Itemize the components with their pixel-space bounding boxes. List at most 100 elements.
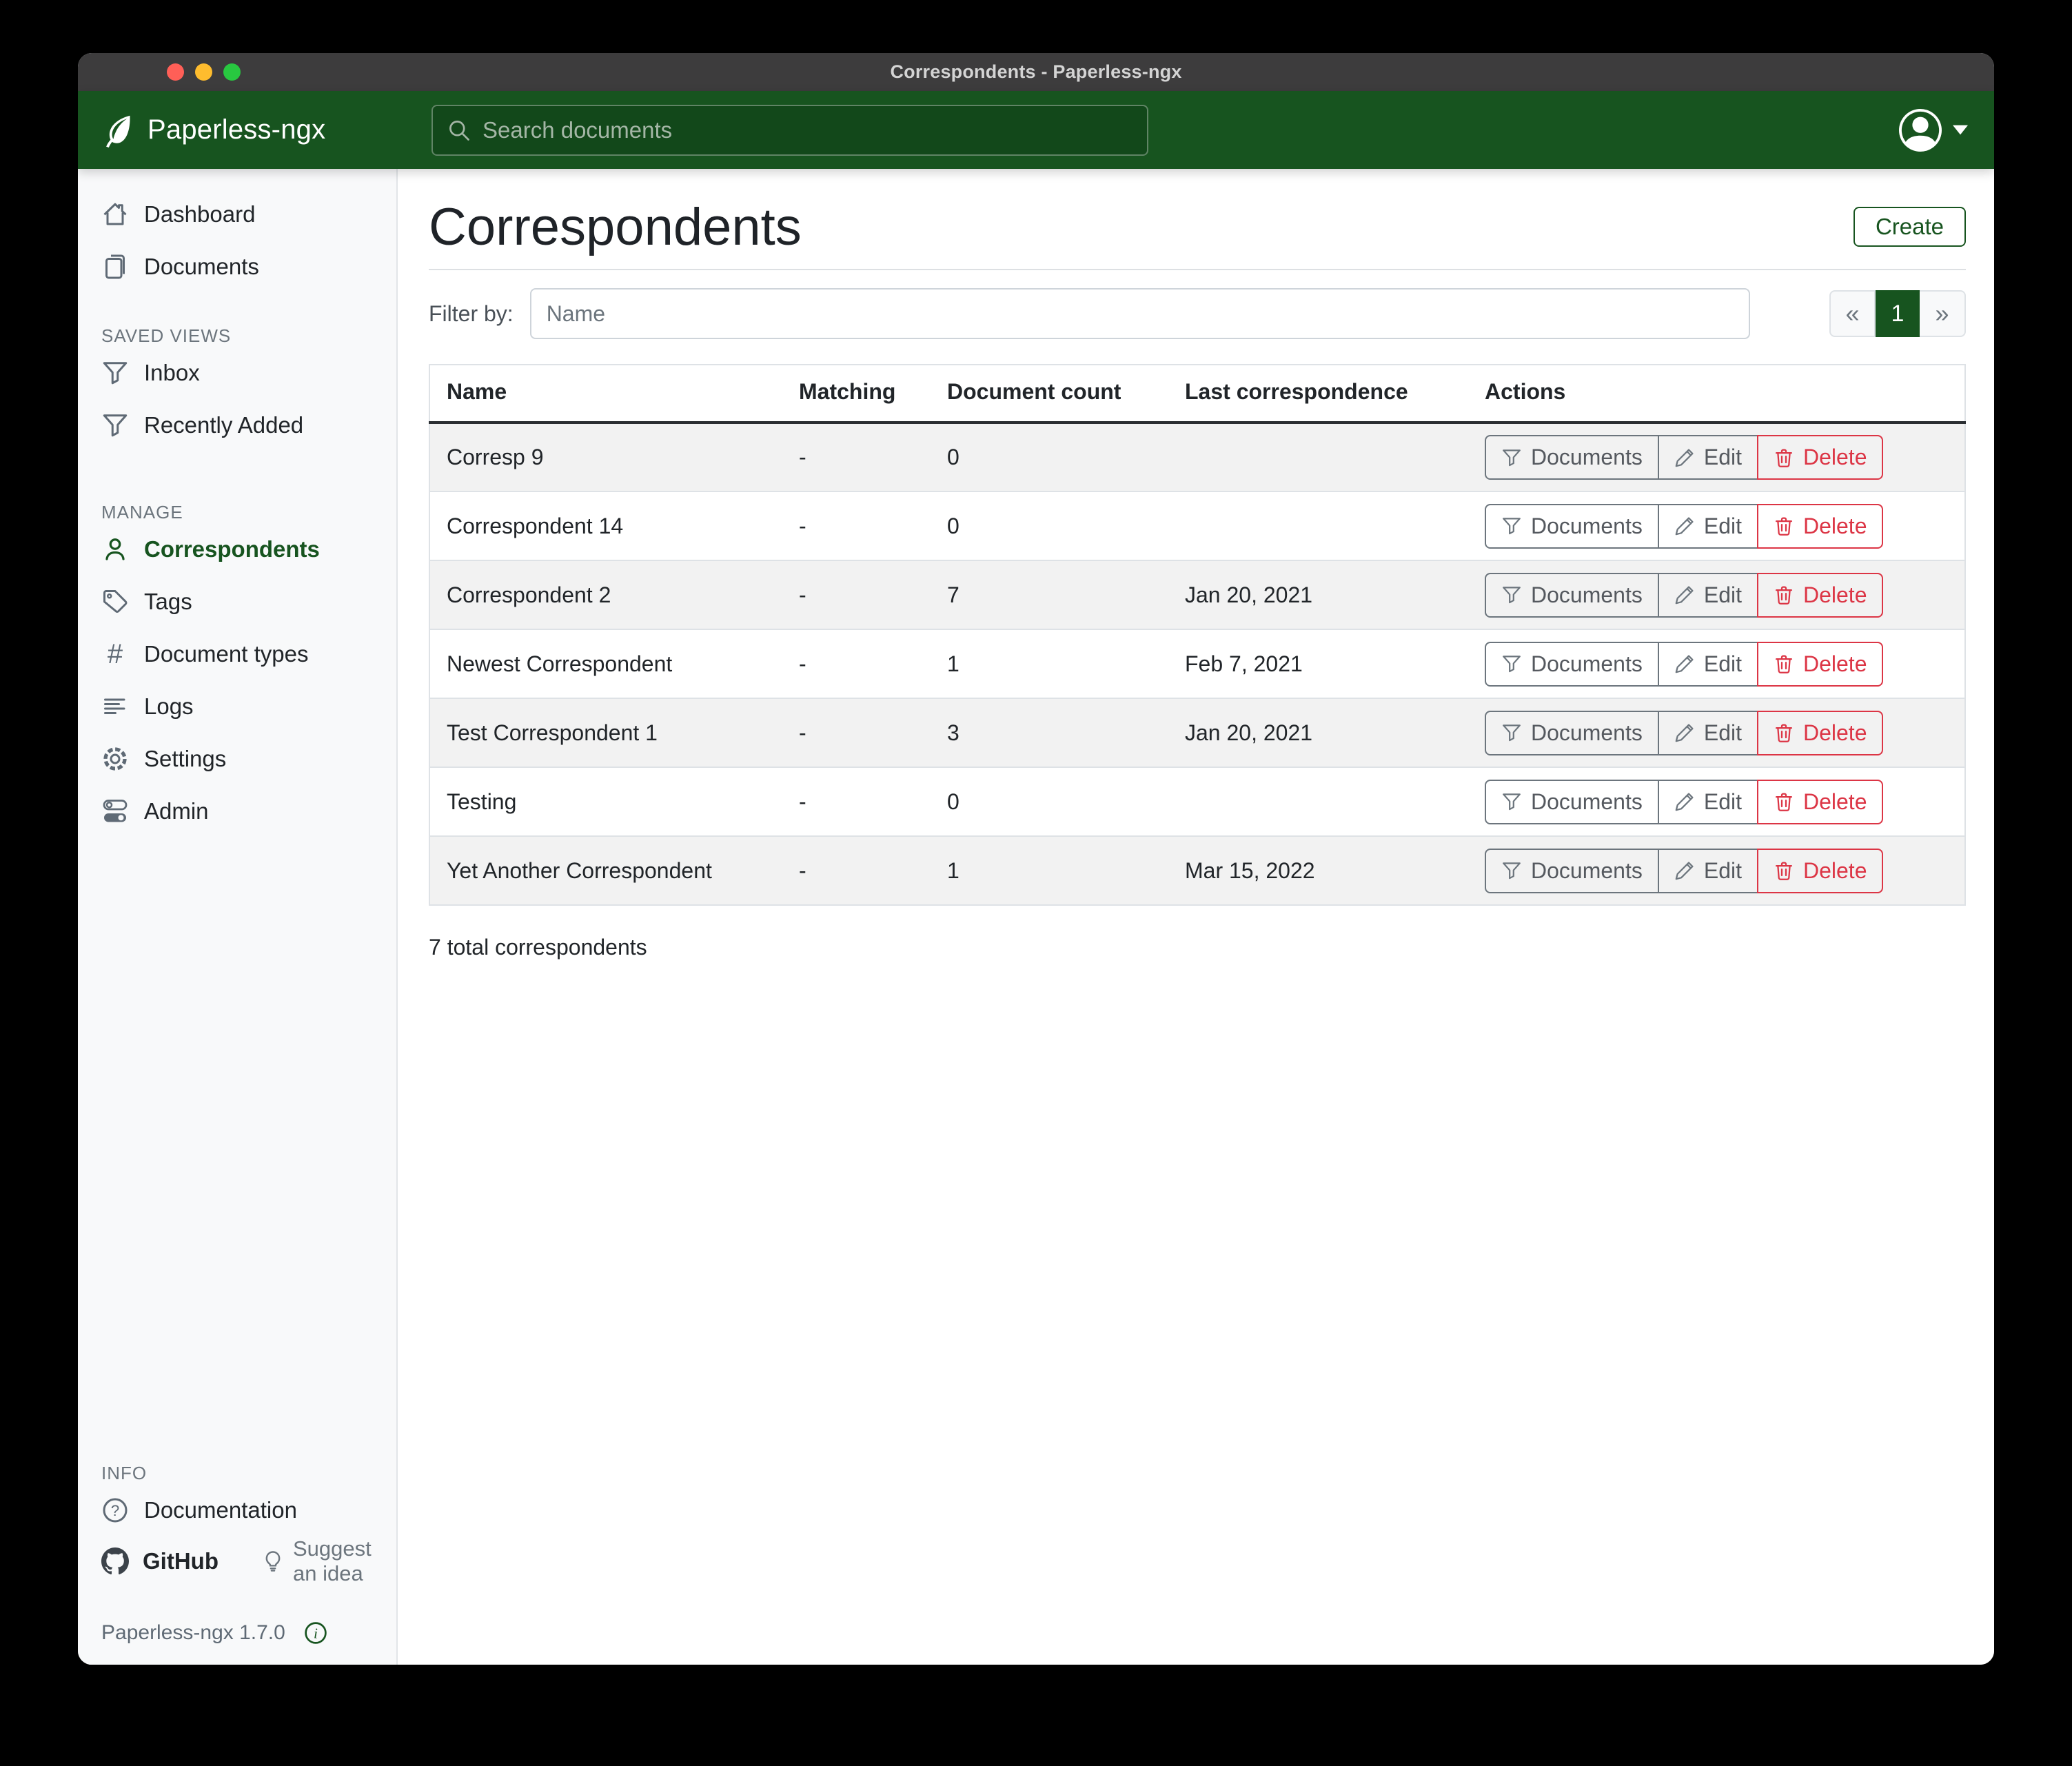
global-search[interactable] <box>431 104 1148 156</box>
delete-button[interactable]: Delete <box>1756 435 1884 480</box>
cell-last-correspondence <box>1168 423 1468 491</box>
edit-button[interactable]: Edit <box>1657 779 1758 824</box>
sidebar-item-dashboard[interactable]: Dashboard <box>78 188 396 241</box>
user-menu[interactable] <box>1899 108 1968 152</box>
documents-button[interactable]: Documents <box>1485 572 1659 618</box>
search-icon <box>447 118 471 143</box>
create-button[interactable]: Create <box>1853 207 1966 247</box>
documents-button[interactable]: Documents <box>1485 779 1659 824</box>
documents-button[interactable]: Documents <box>1485 503 1659 549</box>
svg-text:?: ? <box>111 1502 120 1519</box>
edit-button[interactable]: Edit <box>1657 710 1758 755</box>
delete-button[interactable]: Delete <box>1756 848 1884 893</box>
info-circle-icon[interactable]: i <box>303 1621 328 1645</box>
sidebar-item-label: Recently Added <box>144 412 304 438</box>
github-icon <box>101 1547 129 1575</box>
sidebar: Dashboard Documents SAVED VIEWS Inbox <box>78 169 398 1665</box>
sidebar-section-manage: MANAGE <box>101 501 183 522</box>
app-header: Paperless-ngx <box>78 91 1994 169</box>
cell-document-count: 0 <box>947 513 959 538</box>
sidebar-item-correspondents[interactable]: Correspondents <box>78 523 396 576</box>
page-title: Correspondents <box>429 198 802 256</box>
divider <box>429 269 1966 270</box>
sidebar-item-github[interactable]: GitHub <box>78 1547 219 1575</box>
delete-button[interactable]: Delete <box>1756 779 1884 824</box>
edit-button[interactable]: Edit <box>1657 848 1758 893</box>
toggles-icon <box>101 798 129 825</box>
documents-button[interactable]: Documents <box>1485 710 1659 755</box>
close-window-button[interactable] <box>167 63 184 81</box>
sidebar-item-label: Documents <box>144 254 259 279</box>
sidebar-item-label: Admin <box>144 798 209 824</box>
gear-icon <box>101 745 129 773</box>
delete-button[interactable]: Delete <box>1756 710 1884 755</box>
sidebar-item-logs[interactable]: Logs <box>78 680 396 733</box>
sidebar-item-inbox[interactable]: Inbox <box>78 347 396 399</box>
brand[interactable]: Paperless-ngx <box>78 113 398 148</box>
cell-last-correspondence: Jan 20, 2021 <box>1185 582 1313 607</box>
svg-text:i: i <box>314 1625 318 1642</box>
column-header-actions: Actions <box>1468 365 1965 424</box>
filter-name-input[interactable] <box>529 288 1750 339</box>
cell-document-count: 1 <box>947 857 959 883</box>
sidebar-item-label: Correspondents <box>144 536 320 562</box>
sidebar-item-label: Tags <box>144 589 192 614</box>
column-header-document-count[interactable]: Document count <box>931 365 1168 424</box>
sidebar-item-documentation[interactable]: ? Documentation <box>78 1484 396 1536</box>
app-version: Paperless-ngx 1.7.0 <box>101 1621 285 1644</box>
sidebar-item-recently-added[interactable]: Recently Added <box>78 399 396 451</box>
pagination-page-1[interactable]: 1 <box>1876 290 1920 337</box>
documents-button[interactable]: Documents <box>1485 641 1659 687</box>
home-icon <box>101 201 129 228</box>
edit-button[interactable]: Edit <box>1657 435 1758 480</box>
sidebar-item-settings[interactable]: Settings <box>78 733 396 785</box>
funnel-icon <box>101 359 129 387</box>
cell-document-count: 3 <box>947 720 959 745</box>
table-row: Correspondent 14 - 0 Documents Edit Dele… <box>429 491 1965 560</box>
minimize-window-button[interactable] <box>195 63 212 81</box>
table-row: Newest Correspondent - 1 Feb 7, 2021 Doc… <box>429 629 1965 698</box>
search-input[interactable] <box>481 116 1133 144</box>
tag-icon <box>101 588 129 616</box>
delete-button[interactable]: Delete <box>1756 503 1884 549</box>
edit-button[interactable]: Edit <box>1657 572 1758 618</box>
filter-by-label: Filter by: <box>429 301 514 326</box>
documents-button[interactable]: Documents <box>1485 435 1659 480</box>
sidebar-item-label: Settings <box>144 746 227 771</box>
zoom-window-button[interactable] <box>223 63 241 81</box>
sidebar-item-label: Documentation <box>144 1497 297 1523</box>
person-icon <box>101 536 129 563</box>
main-content: Correspondents Create Filter by: « 1 » N… <box>398 169 1994 1665</box>
funnel-icon <box>101 412 129 439</box>
pagination-next-button[interactable]: » <box>1920 290 1966 337</box>
cell-name: Testing <box>447 789 517 814</box>
sidebar-item-label: Document types <box>144 641 309 667</box>
sidebar-item-admin[interactable]: Admin <box>78 785 396 838</box>
table-row: Test Correspondent 1 - 3 Jan 20, 2021 Do… <box>429 698 1965 767</box>
delete-button[interactable]: Delete <box>1756 641 1884 687</box>
cell-matching: - <box>799 513 806 538</box>
edit-button[interactable]: Edit <box>1657 641 1758 687</box>
column-header-name[interactable]: Name <box>429 365 782 424</box>
delete-button[interactable]: Delete <box>1756 572 1884 618</box>
cell-name: Test Correspondent 1 <box>447 720 658 745</box>
column-header-last-correspondence[interactable]: Last correspondence <box>1168 365 1468 424</box>
sidebar-item-suggest-idea[interactable]: Suggest an idea <box>261 1536 396 1586</box>
pagination: « 1 » <box>1829 290 1966 337</box>
text-lines-icon <box>101 693 129 720</box>
edit-button[interactable]: Edit <box>1657 503 1758 549</box>
cell-matching: - <box>799 789 806 814</box>
chevron-down-icon <box>1953 125 1968 136</box>
cell-matching: - <box>799 857 806 883</box>
documents-button[interactable]: Documents <box>1485 848 1659 893</box>
pagination-prev-button[interactable]: « <box>1829 290 1876 337</box>
paperless-leaf-logo-icon <box>101 113 135 148</box>
sidebar-item-document-types[interactable]: # Document types <box>78 628 396 680</box>
column-header-matching[interactable]: Matching <box>782 365 931 424</box>
sidebar-item-documents[interactable]: Documents <box>78 241 396 293</box>
total-count-label: 7 total correspondents <box>429 935 647 960</box>
sidebar-item-tags[interactable]: Tags <box>78 576 396 628</box>
cell-last-correspondence <box>1168 491 1468 560</box>
documents-icon <box>101 253 129 281</box>
cell-document-count: 7 <box>947 582 959 607</box>
